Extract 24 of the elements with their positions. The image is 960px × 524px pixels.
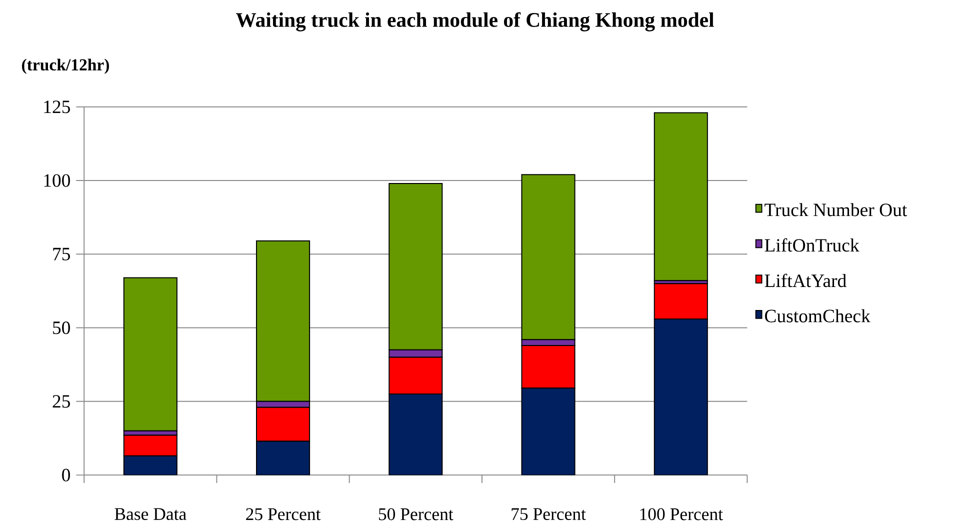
bar xyxy=(521,388,576,476)
bar xyxy=(256,440,310,476)
y-axis-title: (truck/12hr) xyxy=(22,58,109,74)
legend-label: LiftAtYard xyxy=(764,274,846,288)
y-tick-label: 100 xyxy=(44,174,70,188)
bar xyxy=(388,394,443,476)
x-tick-label: Base Data xyxy=(114,508,186,520)
bar xyxy=(123,277,178,432)
bar xyxy=(654,318,708,476)
x-tick-label: 75 Percent xyxy=(512,508,586,520)
legend-label: LiftOnTruck xyxy=(764,238,860,252)
legend-label: CustomCheck xyxy=(765,309,870,323)
y-tick-label: 0 xyxy=(62,468,70,482)
legend-label: Truck Number Out xyxy=(764,203,908,216)
x-tick-label: 25 Percent xyxy=(246,508,321,520)
y-tick-label: 25 xyxy=(52,395,70,408)
bar xyxy=(123,456,178,476)
chart-title: Waiting truck in each module of Chiang Khong model xyxy=(236,12,714,32)
y-tick-label: 75 xyxy=(53,248,70,261)
bar xyxy=(654,112,708,282)
x-tick-label: 50 Percent xyxy=(378,508,454,520)
y-tick-label: 125 xyxy=(44,100,70,114)
x-tick-label: 100 Percent xyxy=(640,508,723,520)
y-tick-label: 50 xyxy=(53,322,70,334)
